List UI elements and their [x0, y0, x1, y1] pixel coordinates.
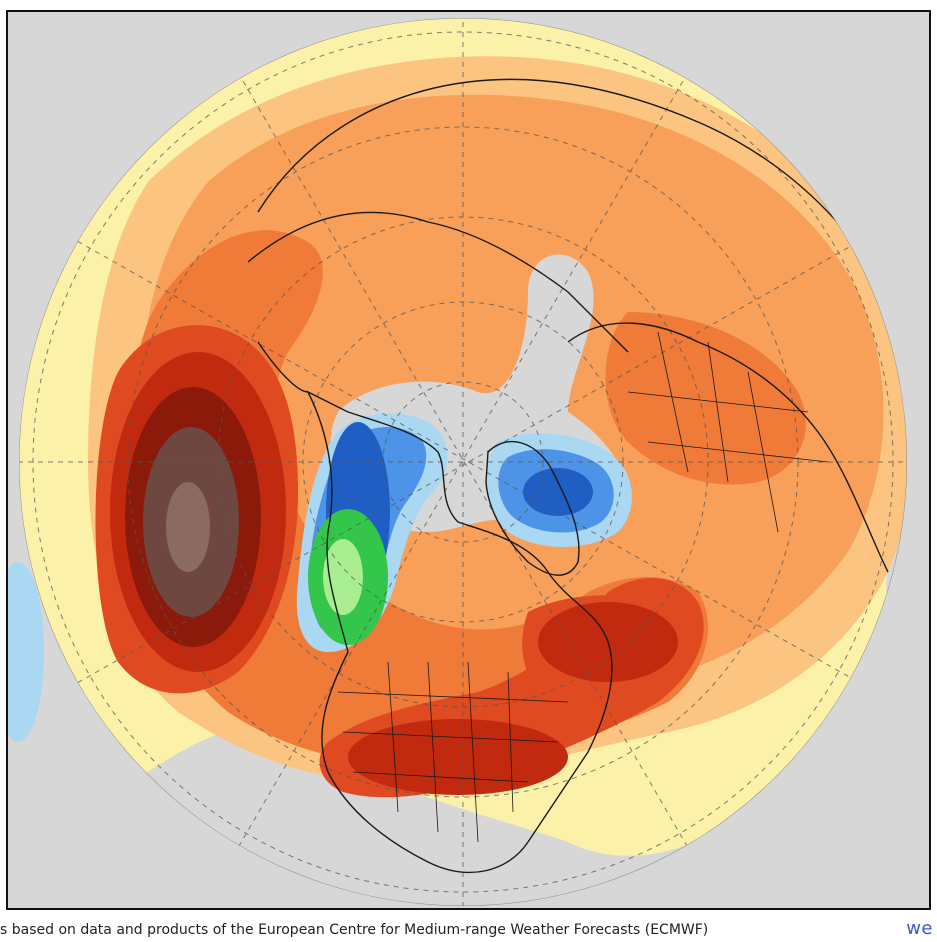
- map-panel: [6, 10, 931, 910]
- anomaly-dark-blue-arctic: [523, 468, 593, 516]
- borders: [337, 331, 829, 843]
- anomaly-light-blue-west: [8, 562, 44, 742]
- anomaly-map: [8, 12, 929, 908]
- anomaly-dark-orange-east: [605, 312, 806, 485]
- graticule: [19, 18, 907, 906]
- coastlines: [247, 78, 889, 874]
- brand-text[interactable]: we: [906, 918, 933, 939]
- anomaly-light-brown-center: [166, 482, 210, 572]
- credit-text: s based on data and products of the Euro…: [0, 922, 709, 938]
- anomaly-red-core-namerica: [348, 719, 568, 795]
